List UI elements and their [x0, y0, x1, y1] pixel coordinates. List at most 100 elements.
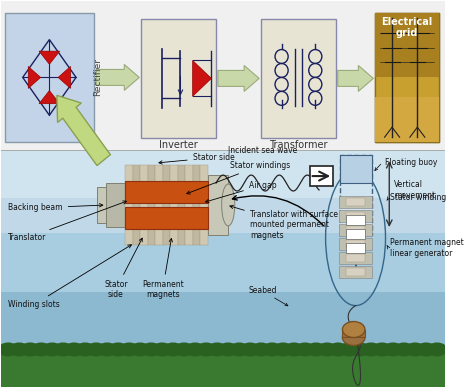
Text: Stator winding: Stator winding [390, 194, 447, 203]
Ellipse shape [416, 343, 437, 357]
Bar [346, 268, 365, 276]
Ellipse shape [317, 343, 337, 357]
Bar [125, 207, 208, 229]
FancyArrow shape [218, 66, 259, 91]
Bar [0, 1, 445, 150]
Polygon shape [28, 66, 41, 88]
Text: Translator with surface
mounted permanent
magnets: Translator with surface mounted permanen… [230, 205, 338, 240]
Bar [375, 13, 439, 142]
Bar [0, 150, 445, 387]
Bar [0, 150, 445, 197]
Bar [375, 13, 439, 142]
Bar [208, 175, 228, 235]
Text: Winding slots: Winding slots [8, 245, 131, 309]
Bar [97, 187, 125, 223]
Polygon shape [58, 66, 71, 88]
Bar [340, 155, 373, 183]
Bar [375, 97, 439, 142]
Bar [107, 183, 127, 227]
Ellipse shape [174, 343, 194, 357]
Ellipse shape [141, 343, 162, 357]
Ellipse shape [262, 343, 283, 357]
Bar [346, 215, 365, 225]
Ellipse shape [53, 343, 73, 357]
Bar [200, 165, 208, 245]
Ellipse shape [350, 343, 370, 357]
Bar [125, 181, 208, 203]
Bar [339, 196, 373, 208]
Bar [192, 165, 200, 245]
Ellipse shape [372, 343, 392, 357]
Ellipse shape [218, 343, 238, 357]
Ellipse shape [427, 343, 447, 357]
Text: Stator side: Stator side [159, 153, 234, 164]
Bar [346, 243, 365, 253]
Ellipse shape [163, 343, 183, 357]
Bar [339, 252, 373, 264]
Bar [125, 165, 133, 245]
Bar [339, 224, 373, 236]
Text: Inverter: Inverter [159, 140, 198, 150]
Text: Stator windings: Stator windings [187, 161, 291, 194]
Ellipse shape [222, 184, 235, 226]
Polygon shape [39, 90, 60, 104]
Bar [346, 254, 365, 262]
FancyArrow shape [96, 64, 139, 90]
Text: Translator: Translator [8, 201, 127, 242]
Ellipse shape [295, 343, 315, 357]
Bar [346, 212, 365, 220]
Bar [342, 329, 365, 338]
Ellipse shape [108, 343, 128, 357]
Ellipse shape [31, 343, 52, 357]
Ellipse shape [20, 343, 40, 357]
Text: Permanent
magnets: Permanent magnets [142, 239, 183, 299]
Bar [339, 266, 373, 278]
Bar [148, 165, 155, 245]
Ellipse shape [86, 343, 107, 357]
Ellipse shape [361, 343, 382, 357]
Bar [0, 150, 445, 293]
Text: Vertical
movement: Vertical movement [394, 180, 435, 200]
Polygon shape [39, 51, 60, 64]
Ellipse shape [273, 343, 293, 357]
Ellipse shape [119, 343, 139, 357]
Bar [346, 229, 365, 239]
Ellipse shape [130, 343, 150, 357]
Text: Incident sea wave: Incident sea wave [228, 146, 298, 155]
Ellipse shape [196, 343, 217, 357]
Ellipse shape [152, 343, 173, 357]
Ellipse shape [342, 322, 365, 338]
Text: Floating buoy: Floating buoy [384, 158, 437, 167]
Ellipse shape [64, 343, 84, 357]
Ellipse shape [306, 343, 327, 357]
Bar [133, 165, 140, 245]
Ellipse shape [240, 343, 260, 357]
Bar [0, 150, 445, 233]
Ellipse shape [207, 343, 228, 357]
Text: Air gap: Air gap [206, 180, 276, 203]
FancyArrow shape [57, 95, 110, 166]
Ellipse shape [42, 343, 63, 357]
Ellipse shape [229, 343, 249, 357]
Bar [339, 210, 373, 222]
Ellipse shape [251, 343, 272, 357]
Bar [346, 198, 365, 206]
Ellipse shape [0, 343, 18, 357]
Bar [155, 165, 163, 245]
Ellipse shape [284, 343, 304, 357]
Polygon shape [192, 61, 211, 96]
Text: Permanent magnet
linear generator: Permanent magnet linear generator [390, 238, 464, 258]
Text: Stator
side: Stator side [104, 238, 142, 299]
Text: Seabed: Seabed [248, 286, 277, 294]
Ellipse shape [75, 343, 95, 357]
Ellipse shape [185, 343, 205, 357]
Bar [0, 350, 445, 387]
Bar [185, 165, 192, 245]
Text: Electrical
grid: Electrical grid [382, 17, 433, 38]
Bar [346, 240, 365, 248]
Bar [310, 166, 333, 186]
Ellipse shape [97, 343, 118, 357]
Text: Transformer: Transformer [269, 140, 328, 150]
Bar [163, 165, 170, 245]
Bar [178, 165, 185, 245]
